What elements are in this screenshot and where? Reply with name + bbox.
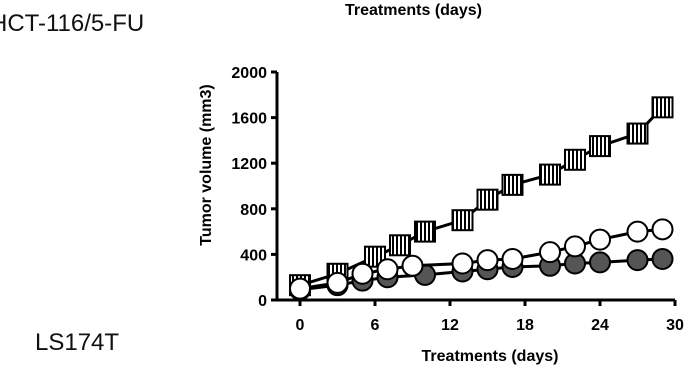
series-circle-open — [289, 218, 674, 300]
top-partial-axis-label: Treatments (days) — [345, 2, 482, 19]
data-point-filled-circle — [589, 251, 611, 274]
y-tick-label: 1200 — [231, 156, 267, 173]
x-tick-label: 12 — [441, 317, 459, 334]
x-axis-title: Treatments (days) — [422, 348, 559, 365]
data-point-open-circle — [476, 249, 499, 272]
data-point-square — [414, 220, 436, 243]
data-point-square — [476, 188, 499, 211]
data-point-open-circle — [401, 254, 424, 277]
y-tick-label: 0 — [258, 293, 267, 310]
y-axis-title: Tumor volume (mm3) — [198, 84, 215, 246]
data-point-open-circle — [626, 220, 649, 243]
x-tick-label: 30 — [666, 317, 684, 334]
y-tick-label: 800 — [240, 202, 267, 219]
x-tick-label: 18 — [516, 317, 534, 334]
data-point-open-circle — [539, 241, 561, 264]
data-point-open-circle — [589, 228, 611, 251]
data-point-open-circle — [376, 258, 399, 281]
x-tick-label: 6 — [371, 317, 380, 334]
data-point-open-circle — [651, 218, 674, 241]
y-tick-label: 1600 — [231, 111, 267, 128]
data-point-square — [589, 135, 611, 158]
x-tick-label: 0 — [296, 317, 305, 334]
data-point-square — [451, 209, 474, 232]
data-point-square — [626, 122, 649, 145]
data-point-open-circle — [326, 271, 349, 294]
panel-label-bottom: LS174T — [35, 329, 120, 356]
data-point-open-circle — [501, 247, 524, 270]
data-point-square — [539, 163, 561, 186]
chart-series — [289, 96, 674, 301]
data-point-square — [501, 173, 524, 196]
data-point-square — [389, 234, 411, 257]
data-point-open-circle — [564, 235, 586, 258]
y-tick-label: 400 — [240, 247, 267, 264]
data-point-open-circle — [289, 277, 311, 300]
data-point-filled-circle — [651, 247, 674, 270]
data-point-filled-circle — [626, 249, 649, 272]
data-point-square — [564, 148, 586, 171]
y-tick-label: 2000 — [231, 65, 267, 82]
chart-axes: 0 400 800 1200 1600 2000 0 6 12 18 24 30 — [231, 65, 684, 334]
data-point-open-circle — [451, 252, 474, 275]
data-point-open-circle — [351, 262, 374, 285]
data-point-square — [651, 96, 674, 119]
x-tick-label: 24 — [591, 317, 609, 334]
panel-label-top: HCT-116/5-FU — [0, 10, 145, 37]
